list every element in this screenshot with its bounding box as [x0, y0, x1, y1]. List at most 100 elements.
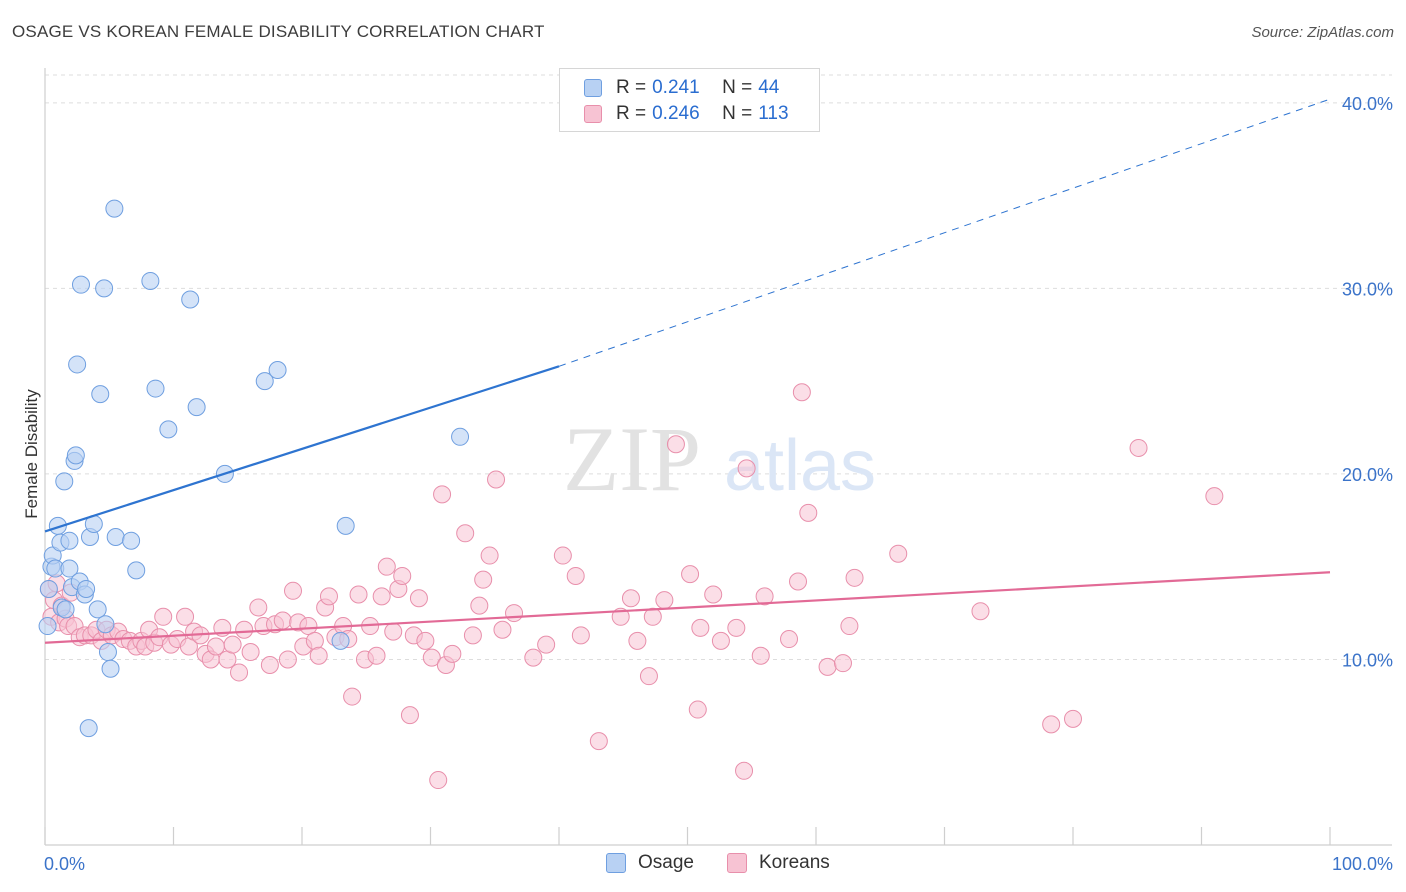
- osage-r-value: 0.241: [652, 77, 700, 98]
- korean-point: [840, 617, 859, 636]
- korean-point: [1205, 487, 1224, 506]
- osage-point: [106, 528, 125, 546]
- korean-point: [241, 643, 260, 662]
- korean-point: [487, 470, 506, 489]
- korean-point: [566, 566, 585, 585]
- korean-point: [249, 598, 268, 617]
- korean-point: [223, 635, 242, 654]
- osage-point: [105, 199, 124, 218]
- korean-point: [589, 732, 608, 751]
- korean-point: [789, 572, 808, 591]
- korean-point: [284, 581, 303, 600]
- korean-point: [818, 657, 837, 676]
- y-tick-label: 30.0%: [1342, 279, 1393, 299]
- korean-point: [971, 602, 990, 621]
- legend-row-osage: R = 0.241 N = 44: [584, 76, 779, 100]
- korean-point: [278, 650, 297, 669]
- korean-point: [727, 618, 746, 637]
- koreans-r-value: 0.246: [652, 103, 700, 124]
- osage-point: [181, 290, 200, 309]
- osage-point: [79, 719, 98, 738]
- bottom-osage-label: Osage: [638, 852, 694, 873]
- korean-point: [319, 587, 338, 606]
- osage-point: [336, 516, 355, 535]
- korean-point: [429, 771, 448, 790]
- tick-labels: 10.0% 20.0% 30.0% 40.0% 0.0% 100.0%: [44, 94, 1393, 874]
- source-label: Source: ZipAtlas.com: [1251, 24, 1394, 41]
- korean-point: [628, 631, 647, 650]
- korean-point: [655, 591, 674, 610]
- korean-point: [372, 587, 391, 606]
- osage-point: [268, 361, 287, 380]
- koreans-n-label: N =: [722, 103, 753, 124]
- korean-point: [377, 557, 396, 576]
- korean-point: [799, 503, 818, 522]
- korean-point: [780, 630, 799, 649]
- korean-point: [367, 646, 386, 665]
- korean-point: [792, 383, 811, 402]
- osage-swatch: [584, 79, 602, 97]
- korean-point: [505, 604, 524, 623]
- osage-point: [98, 643, 117, 662]
- korean-point: [711, 631, 730, 650]
- chart-title: OSAGE VS KOREAN FEMALE DISABILITY CORREL…: [12, 22, 545, 41]
- korean-point: [666, 435, 685, 454]
- osage-point: [159, 420, 178, 439]
- koreans-n-value: 113: [758, 103, 789, 124]
- korean-point: [463, 626, 482, 645]
- osage-point: [77, 579, 96, 598]
- korean-point: [1064, 709, 1082, 728]
- korean-point: [755, 587, 774, 606]
- korean-point: [273, 611, 292, 630]
- osage-point: [91, 385, 110, 404]
- korean-point: [524, 648, 543, 667]
- osage-point: [56, 600, 75, 619]
- korean-point: [611, 607, 630, 626]
- korean-point: [537, 635, 556, 654]
- osage-r-label: R =: [616, 77, 647, 98]
- koreans-points: [39, 383, 1224, 790]
- korean-point: [480, 546, 499, 565]
- korean-point: [688, 700, 707, 719]
- korean-point: [433, 485, 452, 504]
- korean-point: [154, 607, 173, 626]
- korean-point: [456, 524, 475, 543]
- osage-point: [331, 631, 350, 650]
- korean-point: [1042, 715, 1061, 734]
- korean-point: [409, 589, 428, 608]
- korean-point: [735, 761, 754, 780]
- osage-points: [38, 199, 470, 738]
- korean-point: [643, 607, 662, 626]
- korean-point: [384, 622, 403, 641]
- osage-point: [68, 355, 87, 374]
- trend-lines: [44, 98, 1331, 644]
- osage-point: [141, 271, 160, 290]
- korean-point: [260, 656, 279, 675]
- korean-point: [305, 631, 324, 650]
- bottom-koreans-swatch: [727, 853, 747, 873]
- watermark: ZIP atlas: [563, 408, 876, 510]
- osage-point: [187, 398, 206, 417]
- korean-point: [422, 648, 441, 667]
- osage-point: [88, 600, 107, 619]
- x-tick-label-max: 100.0%: [1332, 854, 1393, 874]
- osage-point: [55, 472, 74, 491]
- bottom-legend-osage: Osage: [606, 852, 694, 874]
- osage-point: [127, 561, 146, 580]
- stats-legend: R = 0.241 N = 44 R = 0.246 N = 113: [559, 68, 820, 132]
- osage-point: [95, 279, 114, 298]
- korean-point: [571, 626, 590, 645]
- korean-point: [1129, 438, 1148, 457]
- osage-n-label: N =: [722, 77, 753, 98]
- koreans-swatch: [584, 105, 602, 123]
- bottom-osage-swatch: [606, 853, 626, 873]
- osage-point: [66, 446, 85, 465]
- korean-point: [400, 706, 419, 725]
- osage-point: [60, 531, 79, 550]
- watermark-zip: ZIP: [563, 408, 701, 510]
- korean-point: [704, 585, 723, 604]
- osage-point: [96, 615, 115, 634]
- korean-point: [235, 620, 254, 639]
- korean-point: [845, 568, 864, 587]
- osage-point: [255, 372, 274, 391]
